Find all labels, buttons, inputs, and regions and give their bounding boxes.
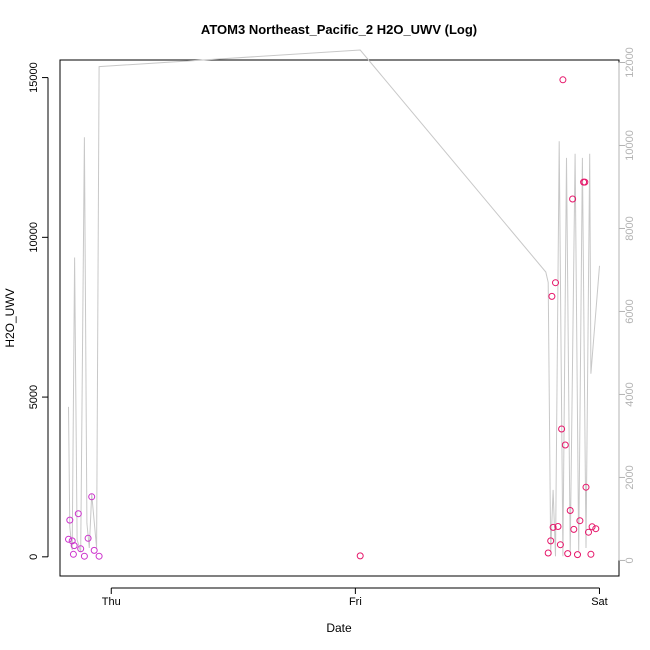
data-point bbox=[84, 534, 92, 542]
data-point bbox=[547, 537, 555, 545]
y-tick-label: 15000 bbox=[28, 62, 40, 93]
data-point bbox=[95, 552, 103, 560]
data-point bbox=[574, 551, 581, 559]
data-point bbox=[554, 523, 562, 530]
y-axis-label: H2O_UWV bbox=[3, 288, 17, 347]
data-point bbox=[558, 425, 566, 433]
data-point bbox=[549, 523, 557, 531]
y-right-tick-label: 10000 bbox=[624, 130, 636, 161]
y-tick-label: 0 bbox=[28, 554, 40, 560]
data-point bbox=[592, 525, 600, 533]
data-point bbox=[77, 545, 85, 553]
y-axis: 0 5000 10000 15000 bbox=[28, 62, 49, 560]
data-point bbox=[588, 523, 596, 531]
y-tick-label: 5000 bbox=[28, 385, 40, 409]
data-point bbox=[569, 195, 577, 203]
y-tick-label: 10000 bbox=[28, 222, 40, 253]
y-axis-right: 0 2000 4000 6000 8000 10000 12000 bbox=[618, 47, 636, 564]
data-point bbox=[564, 550, 572, 558]
x-tick-label: Sat bbox=[591, 596, 608, 608]
data-point bbox=[581, 178, 589, 186]
series-line bbox=[68, 49, 600, 557]
data-point bbox=[88, 493, 96, 501]
x-axis-label: Date bbox=[326, 621, 352, 635]
x-axis: Thu Fri Sat bbox=[102, 587, 608, 608]
data-point bbox=[566, 507, 574, 514]
data-point bbox=[548, 292, 556, 300]
data-point bbox=[544, 549, 552, 557]
data-point bbox=[570, 525, 578, 533]
data-point bbox=[587, 550, 595, 558]
data-point bbox=[69, 550, 77, 558]
data-points bbox=[65, 76, 600, 560]
y-right-tick-label: 8000 bbox=[624, 216, 636, 240]
data-point bbox=[585, 528, 592, 536]
data-point bbox=[582, 483, 590, 491]
data-point bbox=[552, 279, 559, 287]
data-point bbox=[65, 535, 72, 543]
data-point bbox=[556, 541, 564, 549]
data-point bbox=[80, 552, 88, 560]
y-right-tick-label: 0 bbox=[624, 557, 636, 563]
data-point bbox=[66, 516, 74, 524]
data-point bbox=[559, 76, 567, 84]
data-point bbox=[70, 542, 78, 550]
y-right-tick-label: 6000 bbox=[624, 299, 636, 323]
y-right-tick-label: 12000 bbox=[624, 47, 636, 78]
data-point bbox=[561, 441, 569, 449]
x-tick-label: Thu bbox=[102, 596, 121, 608]
data-point bbox=[74, 510, 82, 518]
data-point bbox=[356, 552, 364, 560]
y-right-tick-label: 2000 bbox=[624, 465, 636, 489]
data-point bbox=[68, 537, 76, 545]
plot-frame bbox=[59, 59, 620, 577]
chart-title: ATOM3 Northeast_Pacific_2 H2O_UWV (Log) bbox=[201, 22, 477, 37]
data-point bbox=[90, 546, 98, 554]
x-tick-label: Fri bbox=[349, 596, 362, 608]
series-lines bbox=[68, 49, 600, 557]
data-point bbox=[576, 517, 584, 525]
y-right-tick-label: 4000 bbox=[624, 382, 636, 406]
